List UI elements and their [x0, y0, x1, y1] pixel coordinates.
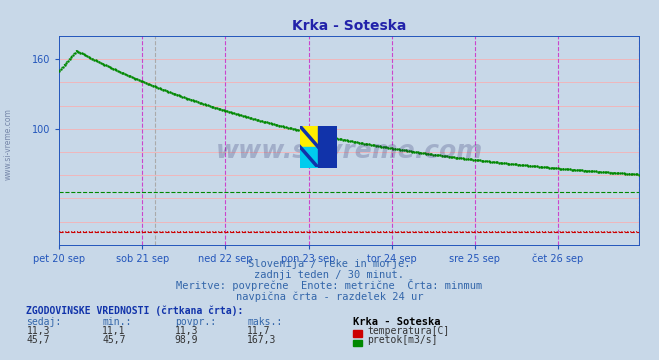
Text: 98,9: 98,9 — [175, 336, 198, 346]
Text: ZGODOVINSKE VREDNOSTI (črtkana črta):: ZGODOVINSKE VREDNOSTI (črtkana črta): — [26, 305, 244, 316]
Text: maks.:: maks.: — [247, 317, 282, 327]
Text: 11,1: 11,1 — [102, 326, 126, 336]
Text: Slovenija / reke in morje.: Slovenija / reke in morje. — [248, 259, 411, 269]
Text: www.si-vreme.com: www.si-vreme.com — [215, 139, 483, 163]
Text: 45,7: 45,7 — [26, 336, 50, 346]
Text: zadnji teden / 30 minut.: zadnji teden / 30 minut. — [254, 270, 405, 280]
Text: 11,7: 11,7 — [247, 326, 271, 336]
Text: Meritve: povprečne  Enote: metrične  Črta: minmum: Meritve: povprečne Enote: metrične Črta:… — [177, 279, 482, 291]
Text: 167,3: 167,3 — [247, 336, 277, 346]
Text: min.:: min.: — [102, 317, 132, 327]
Text: Krka - Soteska: Krka - Soteska — [353, 317, 440, 327]
Text: temperatura[C]: temperatura[C] — [367, 326, 449, 336]
Text: sedaj:: sedaj: — [26, 317, 61, 327]
Text: 11,3: 11,3 — [26, 326, 50, 336]
Text: navpična črta - razdelek 24 ur: navpična črta - razdelek 24 ur — [236, 291, 423, 302]
Text: 45,7: 45,7 — [102, 336, 126, 346]
Title: Krka - Soteska: Krka - Soteska — [292, 19, 407, 33]
Text: 11,3: 11,3 — [175, 326, 198, 336]
Text: povpr.:: povpr.: — [175, 317, 215, 327]
Text: www.si-vreme.com: www.si-vreme.com — [3, 108, 13, 180]
Text: pretok[m3/s]: pretok[m3/s] — [367, 336, 438, 346]
